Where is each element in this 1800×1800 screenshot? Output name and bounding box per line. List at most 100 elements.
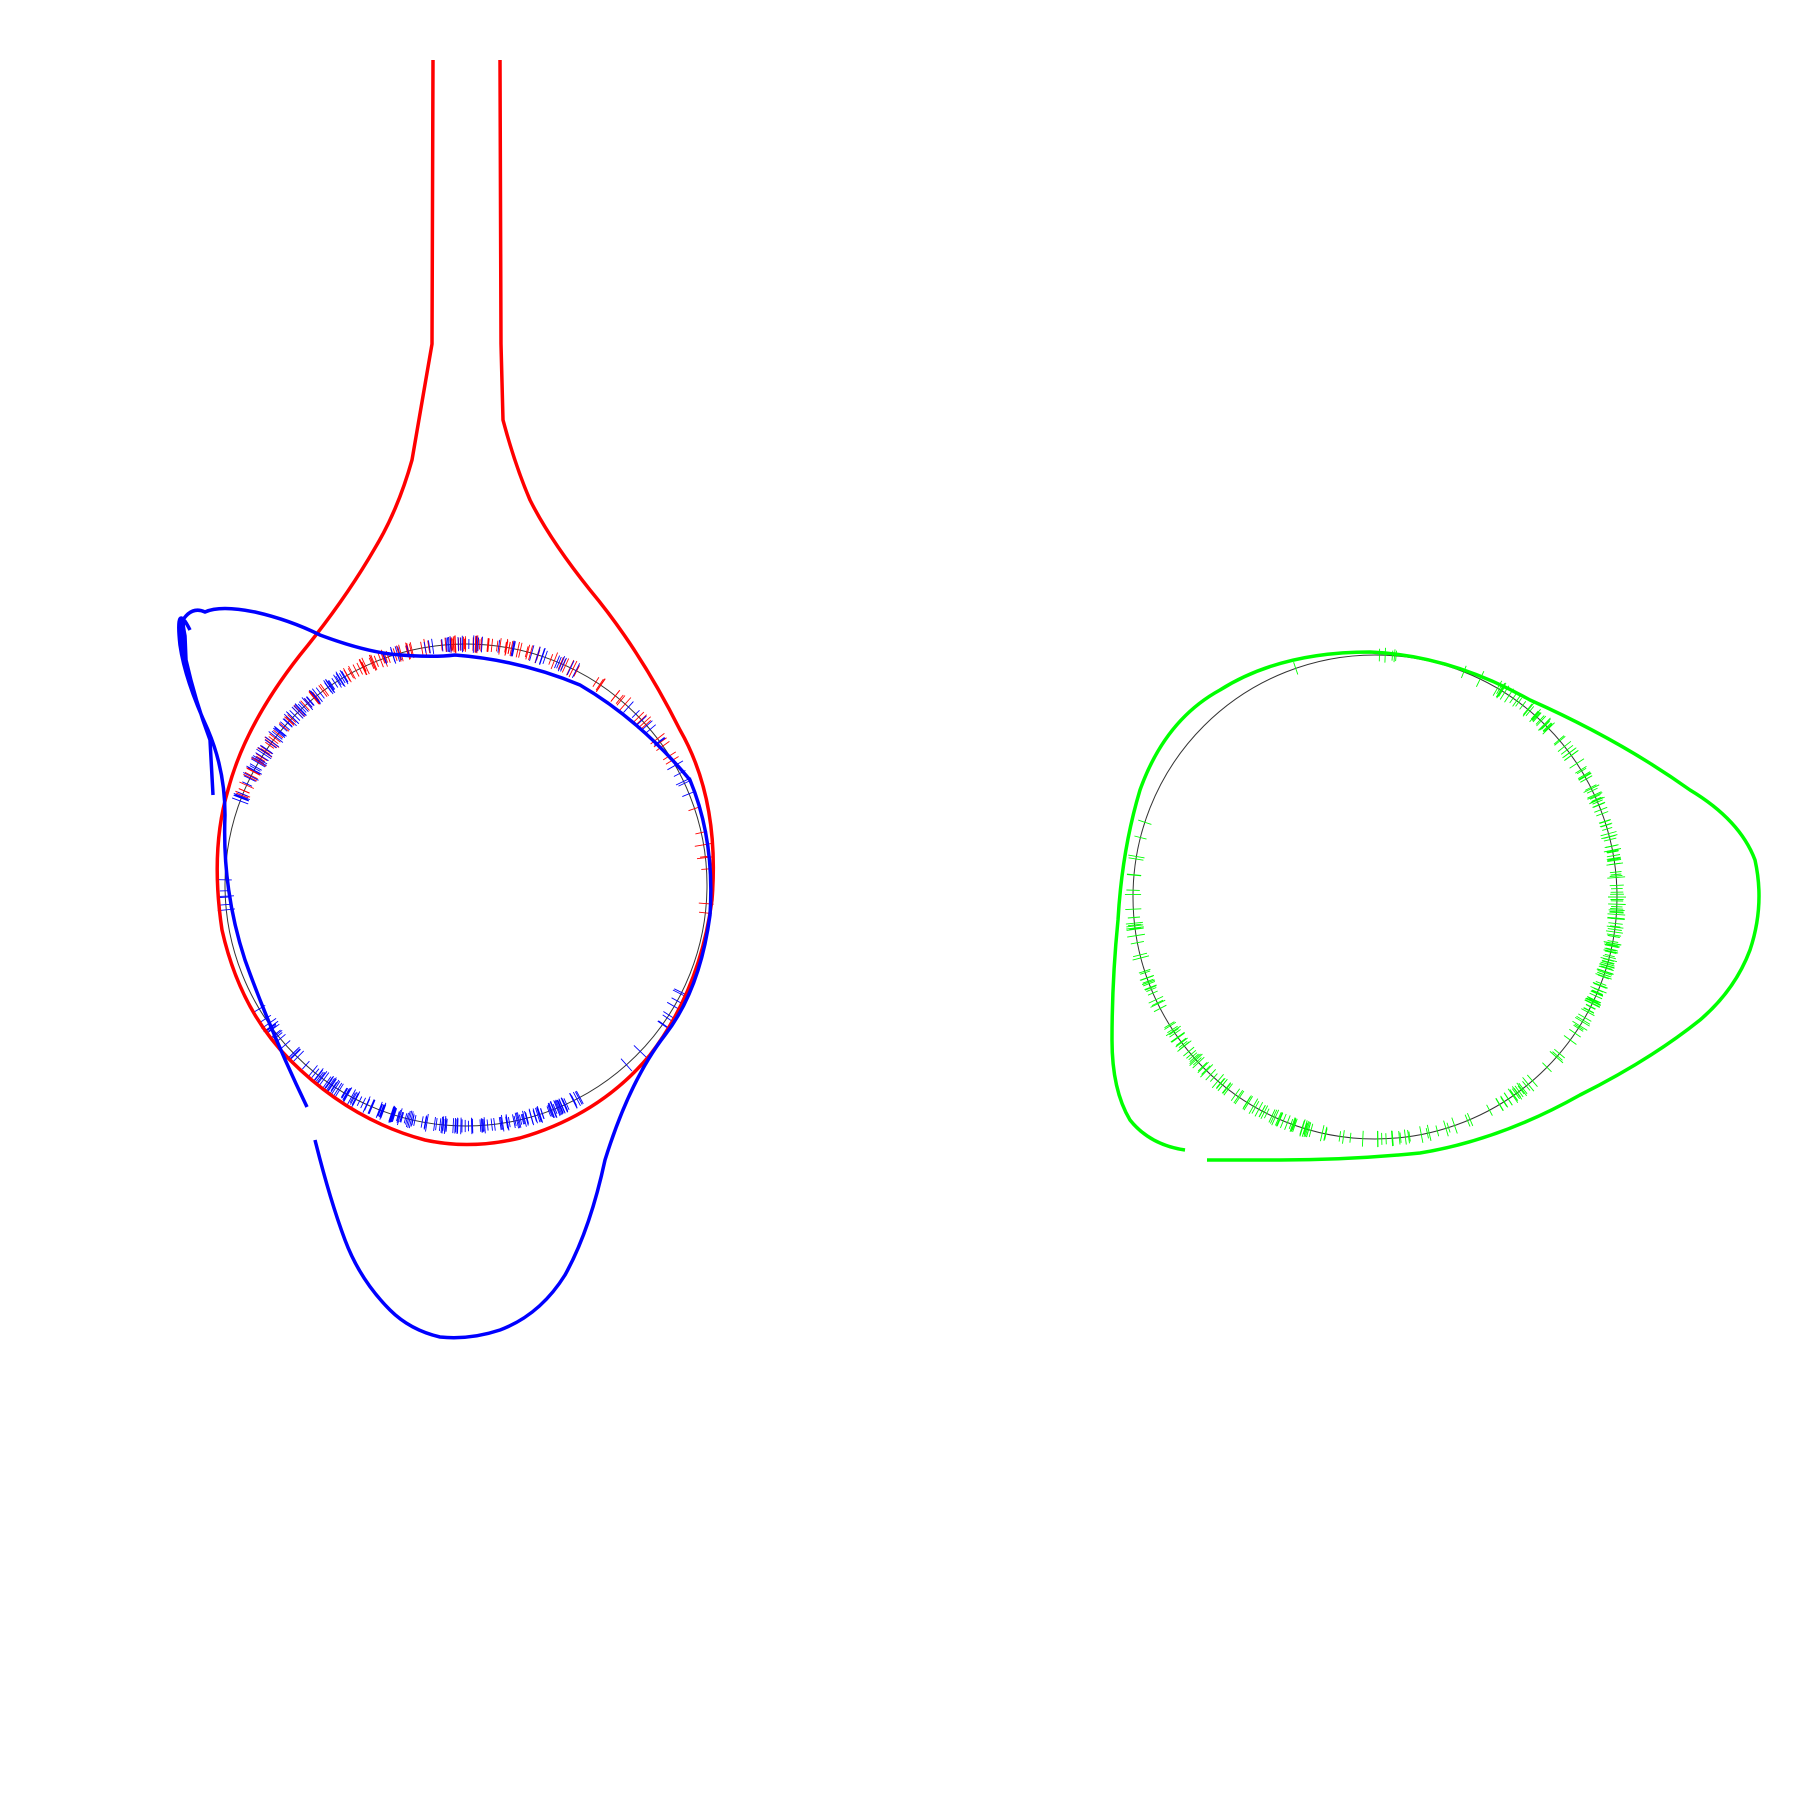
left-red-tick	[319, 683, 330, 697]
left-blue-tick	[513, 1115, 517, 1126]
right-green-tick	[1509, 693, 1517, 704]
right-green-tick	[1138, 819, 1152, 825]
left-blue-tick	[443, 1116, 447, 1135]
right-green-tick	[1578, 772, 1591, 781]
right-green-tick	[1170, 1031, 1185, 1043]
right-green-tick	[1189, 1053, 1201, 1065]
left-blue-tick	[438, 1118, 442, 1131]
left-blue-tick	[405, 1112, 409, 1125]
left-blue-tick	[289, 710, 301, 721]
right-green-tick	[1594, 806, 1608, 813]
right-green-tick	[1593, 982, 1607, 989]
left-blue-tick	[343, 1089, 350, 1100]
right-green-tick	[1192, 1056, 1205, 1069]
right-green-tick	[1604, 947, 1618, 952]
left-red-tick	[256, 753, 268, 761]
left-blue-tick	[356, 1096, 363, 1106]
right-green-tick	[1140, 975, 1154, 981]
right-green-tick	[1603, 941, 1622, 946]
right-green-tick	[1407, 1129, 1410, 1144]
left-red-tick	[251, 757, 267, 767]
left-blue-tick	[251, 758, 266, 768]
left-blue-tick	[662, 1014, 672, 1022]
right-green-tick	[1522, 1077, 1535, 1092]
right-green-tick	[1597, 974, 1610, 980]
right-green-tick	[1509, 1089, 1519, 1102]
left-red-tick	[557, 657, 564, 670]
left-blue-tick	[454, 1117, 456, 1134]
left-blue-tick	[307, 1065, 318, 1078]
right-green-tick	[1581, 1008, 1595, 1017]
right-green-tick	[1590, 796, 1603, 804]
right-green-tick	[1603, 958, 1615, 962]
left-blue-tick	[289, 1048, 301, 1061]
right-green-tick	[1569, 758, 1585, 769]
right-green-tick	[1586, 787, 1598, 794]
right-green-tick	[1595, 973, 1612, 980]
right-green-tick	[1541, 720, 1551, 730]
left-blue-tick	[339, 669, 349, 685]
left-blue-tick	[425, 1113, 429, 1132]
left-red-tick	[278, 722, 290, 732]
right-green-tick	[1248, 1098, 1259, 1115]
left-red-tick	[476, 635, 479, 654]
green-curve	[1110, 650, 1761, 1162]
left-blue-tick	[483, 1117, 486, 1134]
right-green-tick	[1607, 858, 1622, 862]
right-green-tick	[1234, 1090, 1245, 1105]
left-blue-tick	[480, 636, 483, 653]
right-green-tick	[1495, 1097, 1504, 1111]
right-green-tick	[1589, 794, 1601, 800]
left-blue-tick	[255, 752, 269, 762]
right-green-tick	[1522, 703, 1533, 715]
left-blue-tick	[623, 701, 634, 713]
left-blue-tick	[396, 1111, 400, 1122]
right-green-tick	[1598, 965, 1614, 972]
right-green-tick	[1200, 1064, 1214, 1078]
right-green-tick	[1537, 717, 1551, 731]
left-blue-tick	[446, 637, 449, 652]
left-red-tick	[615, 694, 624, 704]
right-green-tick	[1507, 1088, 1519, 1104]
right-green-tick	[1127, 916, 1141, 919]
right-green-tick	[1306, 1122, 1312, 1138]
left-red-tick	[352, 664, 360, 677]
right-green-tick	[1165, 1025, 1181, 1037]
right-green-tick	[1610, 908, 1624, 910]
right-green-tick	[1128, 857, 1144, 861]
right-green-tick	[1584, 999, 1600, 1008]
left-blue-tick	[549, 1101, 557, 1118]
left-blue-tick	[301, 697, 314, 711]
right-green-tick	[1606, 933, 1622, 937]
right-green-tick	[1592, 801, 1606, 808]
right-green-tick	[1602, 955, 1617, 960]
left-blue-tick	[479, 1119, 482, 1132]
right-green-tick	[1607, 934, 1620, 938]
right-green-tick	[1201, 1065, 1211, 1075]
left-blue-tick	[246, 765, 263, 775]
right-green-tick	[1554, 1048, 1565, 1059]
left-red-tick	[368, 657, 375, 669]
right-green-tick	[1258, 1105, 1266, 1118]
left-blue-tick	[556, 1099, 564, 1115]
left-red-tick	[308, 690, 321, 705]
right-green-tick	[1460, 665, 1467, 679]
left-blue-tick	[521, 1113, 526, 1125]
left-blue-tick	[477, 637, 480, 652]
left-red-tick	[348, 665, 356, 680]
left-blue-tick	[379, 1102, 387, 1120]
left-red-tick	[398, 644, 404, 662]
left-red-tick	[595, 678, 604, 691]
left-red-tick	[284, 716, 295, 726]
left-blue-tick	[518, 1114, 523, 1125]
left-blue-tick	[538, 648, 546, 665]
left-red-tick	[633, 711, 645, 723]
right-green-tick	[1211, 1074, 1224, 1089]
left-blue-ticks	[216, 635, 697, 1135]
left-red-tick	[525, 644, 531, 660]
right-green-tick	[1584, 784, 1597, 791]
right-green-tick	[1308, 1123, 1314, 1138]
left-blue-tick	[293, 705, 305, 717]
right-green-tick	[1183, 1046, 1195, 1057]
right-green-tick	[1606, 943, 1619, 947]
